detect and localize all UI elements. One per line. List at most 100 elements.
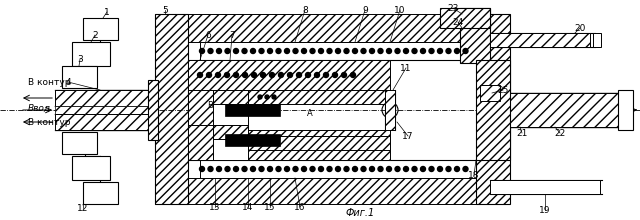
Text: 22: 22 <box>554 128 566 138</box>
Circle shape <box>287 143 292 147</box>
Bar <box>62 132 97 154</box>
Bar <box>213 125 248 139</box>
Text: 25: 25 <box>497 86 509 95</box>
Bar <box>490 33 590 47</box>
Circle shape <box>403 167 408 172</box>
Text: 5: 5 <box>162 6 168 15</box>
Bar <box>385 90 395 130</box>
Circle shape <box>327 48 332 53</box>
Text: 7: 7 <box>229 31 235 40</box>
Circle shape <box>276 167 281 172</box>
Circle shape <box>319 167 323 172</box>
Bar <box>490 180 600 194</box>
Circle shape <box>242 167 247 172</box>
Circle shape <box>344 167 349 172</box>
Bar <box>155 178 485 204</box>
Circle shape <box>265 141 269 145</box>
Circle shape <box>387 167 392 172</box>
Bar <box>188 90 213 125</box>
Circle shape <box>296 73 301 77</box>
Circle shape <box>395 48 400 53</box>
Circle shape <box>293 48 298 53</box>
Circle shape <box>234 143 239 147</box>
Circle shape <box>395 167 400 172</box>
Circle shape <box>259 48 264 53</box>
Circle shape <box>403 48 408 53</box>
Circle shape <box>342 73 346 77</box>
Text: 8: 8 <box>302 6 308 15</box>
Bar <box>155 14 485 42</box>
Bar <box>55 106 155 114</box>
Bar <box>188 60 390 90</box>
Circle shape <box>353 48 358 53</box>
Circle shape <box>216 167 221 172</box>
Circle shape <box>429 167 434 172</box>
Circle shape <box>446 48 451 53</box>
Bar <box>188 125 213 160</box>
Text: 15: 15 <box>264 202 276 211</box>
Circle shape <box>198 143 202 147</box>
Circle shape <box>323 143 328 147</box>
Circle shape <box>258 95 262 99</box>
Circle shape <box>438 167 442 172</box>
Circle shape <box>438 48 442 53</box>
Circle shape <box>265 95 269 99</box>
Circle shape <box>278 73 284 77</box>
Circle shape <box>412 167 417 172</box>
Text: 10: 10 <box>394 6 406 15</box>
Circle shape <box>378 48 383 53</box>
Circle shape <box>305 73 310 77</box>
Circle shape <box>454 48 460 53</box>
Circle shape <box>258 141 262 145</box>
Bar <box>155 14 188 204</box>
Text: 4: 4 <box>65 77 71 86</box>
Circle shape <box>216 73 221 77</box>
Bar <box>83 182 118 204</box>
Circle shape <box>285 167 289 172</box>
Circle shape <box>250 167 255 172</box>
Circle shape <box>310 167 315 172</box>
Circle shape <box>344 48 349 53</box>
Circle shape <box>454 167 460 172</box>
Circle shape <box>378 167 383 172</box>
Text: A: A <box>307 108 313 117</box>
Circle shape <box>234 167 239 172</box>
Circle shape <box>268 48 273 53</box>
Circle shape <box>287 73 292 77</box>
Bar <box>72 42 110 66</box>
Circle shape <box>310 48 315 53</box>
Circle shape <box>314 143 319 147</box>
Circle shape <box>314 73 319 77</box>
Circle shape <box>269 143 275 147</box>
Circle shape <box>252 73 257 77</box>
Bar <box>476 14 510 204</box>
Text: 18: 18 <box>468 170 480 180</box>
Text: Ввод: Ввод <box>28 103 51 112</box>
Circle shape <box>260 73 266 77</box>
Bar <box>248 136 390 150</box>
Text: В контур: В контур <box>28 77 70 86</box>
Circle shape <box>243 73 248 77</box>
Circle shape <box>323 73 328 77</box>
Text: 14: 14 <box>243 202 253 211</box>
Text: 6: 6 <box>205 31 211 40</box>
Text: 16: 16 <box>294 202 306 211</box>
Circle shape <box>351 143 355 147</box>
Bar <box>476 60 510 160</box>
Bar <box>55 114 155 130</box>
Text: 19: 19 <box>540 205 551 214</box>
Circle shape <box>446 167 451 172</box>
Circle shape <box>301 167 307 172</box>
Bar <box>225 104 280 116</box>
Bar <box>480 85 500 101</box>
Text: 24: 24 <box>452 18 463 26</box>
Circle shape <box>463 48 468 53</box>
Bar <box>510 93 620 127</box>
Circle shape <box>260 143 266 147</box>
Circle shape <box>208 48 213 53</box>
Circle shape <box>242 48 247 53</box>
Circle shape <box>269 73 275 77</box>
Circle shape <box>327 167 332 172</box>
Text: 13: 13 <box>209 202 221 211</box>
Circle shape <box>305 143 310 147</box>
